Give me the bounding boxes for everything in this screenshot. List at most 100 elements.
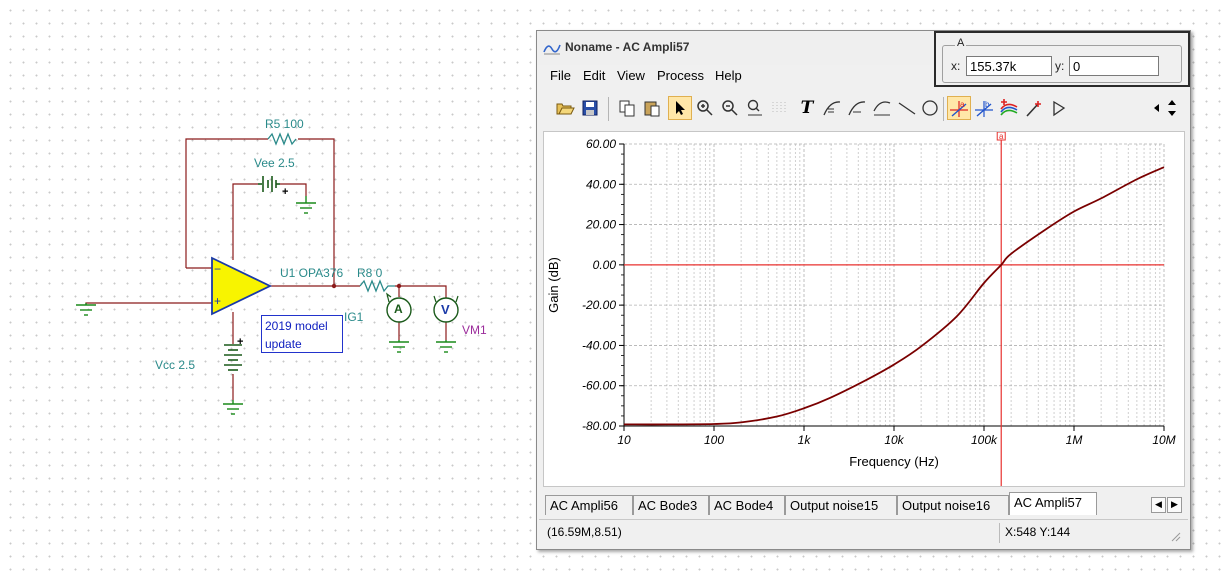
ground-icon: [76, 303, 96, 316]
menu-bar: File Edit View Process Help: [537, 65, 1190, 87]
cursor-b-button[interactable]: b: [972, 96, 996, 120]
u1-label[interactable]: U1 OPA376: [280, 266, 344, 280]
vcc-plus-sign: +: [237, 336, 244, 348]
zoom-out-button[interactable]: [718, 96, 742, 120]
curve-fx-button[interactable]: [870, 96, 894, 120]
y-tick-label: -40.00: [582, 338, 616, 352]
menu-process[interactable]: Process: [657, 68, 704, 83]
curve-tool-1-button[interactable]: [820, 96, 844, 120]
menu-view[interactable]: View: [617, 68, 645, 83]
paste-button[interactable]: [640, 96, 664, 120]
y-tick-label: 0.00: [593, 258, 617, 272]
zoom-out-icon: [722, 100, 738, 116]
menu-help[interactable]: Help: [715, 68, 742, 83]
tab-ac-bode4[interactable]: AC Bode4: [709, 495, 785, 515]
toolbar-separator: [608, 97, 609, 121]
cursor-x-input[interactable]: [966, 56, 1052, 76]
zoom-in-button[interactable]: [693, 96, 717, 120]
grid-dots-button[interactable]: [767, 96, 791, 120]
model-note-box[interactable]: 2019 model update: [261, 315, 343, 353]
cursor-a-button[interactable]: a: [947, 96, 971, 120]
y-tick-label: 40.00: [586, 177, 616, 191]
cursor-y-input[interactable]: [1069, 56, 1159, 76]
schematic-canvas[interactable]: [0, 0, 536, 572]
select-pointer-button[interactable]: [668, 96, 692, 120]
y-tick-label: -60.00: [582, 379, 616, 393]
zoom-100-button[interactable]: [743, 96, 767, 120]
y-tick-label: -20.00: [582, 298, 616, 312]
add-curve-button[interactable]: [997, 96, 1021, 120]
ammeter-symbol: A: [394, 302, 403, 316]
vee-ground-wire: [280, 183, 307, 196]
save-button[interactable]: [578, 96, 602, 120]
cursor-x-label: x:: [951, 59, 961, 73]
toolbar-scroll-left-button[interactable]: [1148, 96, 1164, 120]
marker-add-button[interactable]: [1022, 96, 1046, 120]
note-line-2: update: [265, 337, 302, 351]
tab-ac-ampli56[interactable]: AC Ampli56: [545, 495, 633, 515]
svg-text:b: b: [985, 100, 990, 109]
line-tool-button[interactable]: [895, 96, 919, 120]
cursor-a-icon: a: [950, 100, 968, 117]
r8-label[interactable]: R8 0: [357, 266, 383, 280]
vcc-label[interactable]: Vcc 2.5: [155, 358, 196, 372]
feedback-wire-right: [298, 138, 335, 286]
text-tool-button[interactable]: T: [795, 96, 819, 120]
window-title: Noname - AC Ampli57: [565, 40, 690, 54]
ground-icon: [389, 340, 409, 353]
ellipse-tool-icon: [922, 100, 938, 116]
tab-ac-ampli57[interactable]: AC Ampli57: [1009, 492, 1097, 515]
plot-area[interactable]: 10 100 1k 10k 100k 1M 10M 60.00 40.00 20.00 0.00 -2…: [543, 131, 1185, 487]
resize-grip-icon[interactable]: [1169, 530, 1181, 542]
ammeter-arrow-icon: [386, 292, 392, 303]
menu-file[interactable]: File: [550, 68, 571, 83]
open-folder-button[interactable]: [553, 96, 577, 120]
cursor-b-icon: b: [975, 100, 993, 117]
node-dot: [331, 283, 337, 289]
opamp-minus-sign: −: [214, 262, 222, 276]
tab-output-noise15[interactable]: Output noise15: [785, 495, 897, 515]
r8-resistor-icon: [359, 279, 395, 293]
x-tick-label: 10k: [884, 433, 904, 447]
r5-label[interactable]: R5 100: [265, 117, 304, 131]
text-tool-icon: T: [800, 98, 814, 118]
ac-analysis-window[interactable]: Noname - AC Ampli57 File Edit View Proce…: [536, 30, 1191, 550]
x-tick-label: 100k: [971, 433, 998, 447]
x-tick-label: 10: [617, 433, 631, 447]
gain-curve-series: [623, 166, 1165, 426]
tab-scroll-right-button[interactable]: ▶: [1167, 497, 1182, 513]
marker-add-icon: [1026, 101, 1041, 117]
open-folder-icon: [556, 103, 575, 115]
cursor-group-label: A: [955, 37, 967, 49]
curve-tool-2-button[interactable]: [845, 96, 869, 120]
scroll-left-icon: [1154, 104, 1159, 112]
flag-icon: [1053, 100, 1066, 117]
zoom-100-icon: [747, 99, 762, 116]
x-tick-label: 100: [704, 433, 724, 447]
ammeter-icon: [386, 297, 412, 323]
toolbar-scroll-updown-button[interactable]: [1164, 96, 1180, 120]
opamp-u1-icon: [211, 256, 273, 316]
gain-chart[interactable]: 10 100 1k 10k 100k 1M 10M 60.00 40.00 20.00 0.00 -2…: [544, 131, 1184, 486]
note-line-1: 2019 model: [265, 319, 328, 333]
app-icon: [543, 44, 561, 55]
copy-button[interactable]: [615, 96, 639, 120]
opamp-plus-sign: +: [214, 294, 222, 308]
menu-edit[interactable]: Edit: [583, 68, 606, 83]
flag-button[interactable]: [1047, 96, 1071, 120]
vm1-label[interactable]: VM1: [462, 323, 487, 337]
ig1-label[interactable]: IG1: [344, 310, 364, 324]
voltmeter-icon: [433, 297, 459, 323]
output-wire-2: [395, 285, 447, 300]
cursor-readout-panel: A x: y:: [934, 31, 1190, 87]
x-tick-label: 10M: [1152, 433, 1175, 447]
cursor-a-group: A x: y:: [942, 37, 1182, 83]
curve-fx-icon: [873, 101, 891, 116]
add-curve-icon: [1000, 99, 1018, 116]
y-axis-label: Gain (dB): [546, 257, 561, 313]
tab-scroll-left-button[interactable]: ◀: [1151, 497, 1166, 513]
tab-output-noise16[interactable]: Output noise16: [897, 495, 1009, 515]
tab-ac-bode3[interactable]: AC Bode3: [633, 495, 709, 515]
vee-label[interactable]: Vee 2.5: [254, 156, 295, 170]
ellipse-tool-button[interactable]: [918, 96, 942, 120]
